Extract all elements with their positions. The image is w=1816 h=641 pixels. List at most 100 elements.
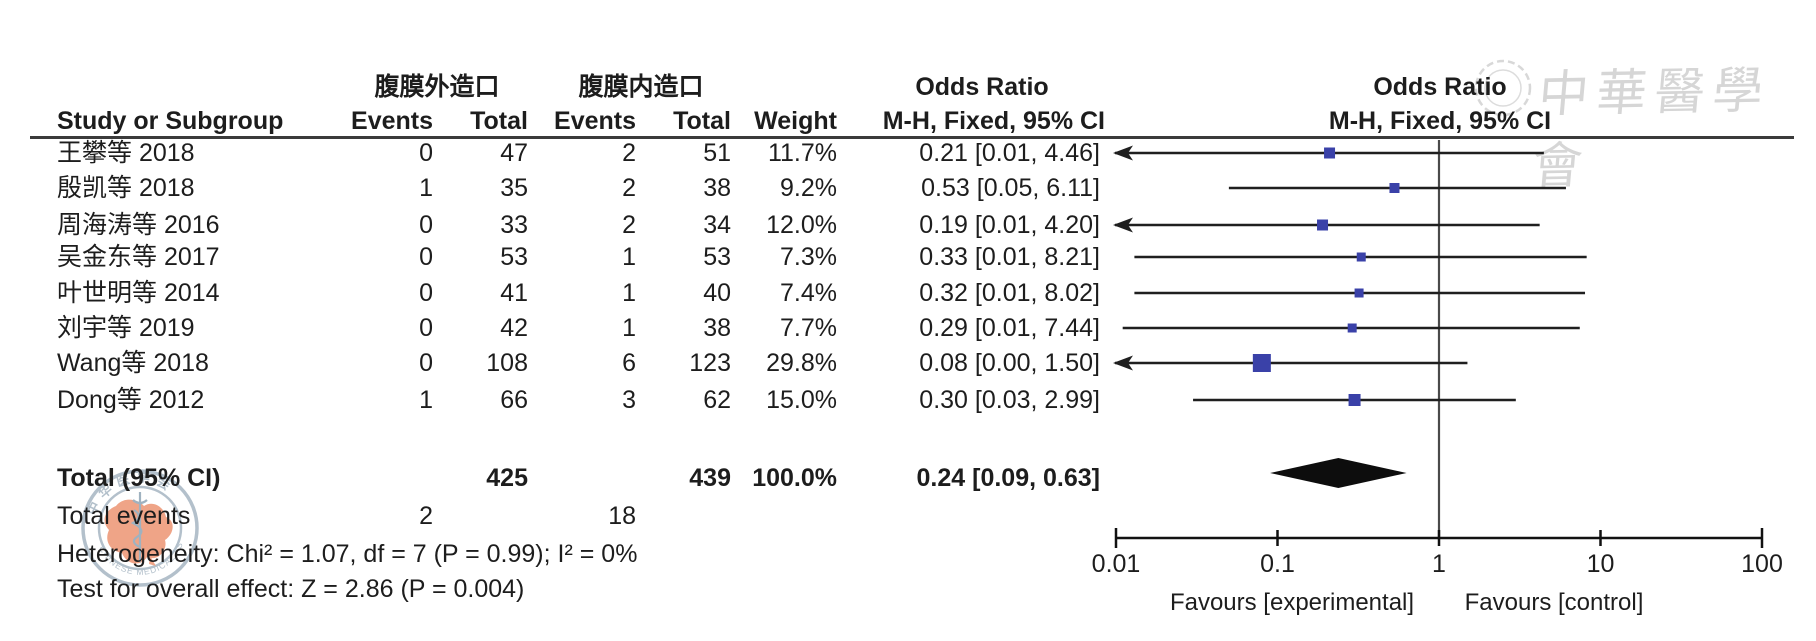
total-events-label: Total events (57, 502, 191, 530)
study-label: 吴金东等 2017 (57, 243, 220, 271)
or-ci-cell: 0.29 [0.01, 7.44] (919, 314, 1100, 342)
or-column-title: Odds Ratio (915, 73, 1049, 101)
total-ctrl-cell: 40 (703, 279, 731, 307)
events-exp-cell: 0 (419, 211, 433, 239)
total-ctrl-cell: 62 (703, 386, 731, 414)
study-label: 刘宇等 2019 (57, 314, 195, 342)
study-label: 周海涛等 2016 (57, 211, 220, 239)
weight-cell: 7.3% (780, 243, 837, 271)
weight-cell: 15.0% (766, 386, 837, 414)
weight-cell: 11.7% (767, 139, 837, 167)
or-ci-cell: 0.32 [0.01, 8.02] (919, 279, 1100, 307)
or-plot-title: Odds Ratio (1373, 73, 1507, 101)
total-weight-value: 100.0% (752, 464, 837, 492)
events-exp-cell: 0 (419, 314, 433, 342)
total-ctrl-cell: 38 (703, 314, 731, 342)
or-point-square (1317, 219, 1329, 231)
x-tick-label: 10 (1586, 550, 1615, 578)
events-exp-cell: 0 (419, 139, 433, 167)
total-diamond (1270, 458, 1407, 488)
total-exp-cell: 42 (500, 314, 528, 342)
heterogeneity-text: Heterogeneity: Chi² = 1.07, df = 7 (P = … (57, 540, 638, 568)
group-header-experimental: 腹膜外造口 (374, 73, 500, 101)
events-exp-cell: 0 (419, 349, 433, 377)
study-label: 王攀等 2018 (57, 139, 195, 167)
total-ctrl-cell: 38 (703, 174, 731, 202)
watermark-calligraphy: 中華醫學會 (1529, 61, 1774, 196)
col-header-study: Study or Subgroup (57, 107, 284, 135)
events-ctrl-cell: 2 (622, 211, 636, 239)
total-events-ctrl: 18 (608, 502, 636, 530)
weight-cell: 9.2% (780, 174, 837, 202)
or-ci-cell: 0.30 [0.03, 2.99] (919, 386, 1100, 414)
or-ci-cell: 0.21 [0.01, 4.46] (919, 139, 1100, 167)
events-exp-cell: 1 (419, 174, 433, 202)
weight-cell: 12.0% (766, 211, 837, 239)
total-events-exp: 2 (419, 502, 433, 530)
or-ci-cell: 0.53 [0.05, 6.11] (921, 174, 1100, 202)
events-ctrl-cell: 1 (622, 279, 636, 307)
total-row-label: Total (95% CI) (57, 464, 221, 492)
or-point-square (1324, 147, 1336, 159)
x-tick-label: 0.1 (1260, 550, 1295, 578)
total-ctrl-value: 439 (689, 464, 731, 492)
study-label: 殷凯等 2018 (57, 174, 195, 202)
total-ctrl-cell: 123 (689, 349, 731, 377)
weight-cell: 7.7% (780, 314, 837, 342)
favours-control-label: Favours [control] (1464, 589, 1644, 616)
or-ci-cell: 0.08 [0.00, 1.50] (919, 349, 1100, 377)
group-header-control: 腹膜内造口 (578, 73, 704, 101)
events-ctrl-cell: 1 (622, 243, 636, 271)
or-point-square (1356, 252, 1366, 262)
favours-experimental-label: Favours [experimental] (1169, 589, 1415, 616)
study-label: Dong等 2012 (57, 386, 205, 414)
or-point-square (1389, 183, 1400, 193)
events-exp-cell: 0 (419, 243, 433, 271)
col-header-total-ctrl: Total (673, 107, 731, 135)
total-exp-cell: 47 (500, 139, 528, 167)
col-header-total-exp: Total (470, 107, 528, 135)
or-point-square (1354, 288, 1364, 298)
events-ctrl-cell: 2 (622, 174, 636, 202)
total-exp-cell: 33 (500, 211, 528, 239)
weight-cell: 29.8% (766, 349, 837, 377)
study-label: Wang等 2018 (57, 349, 209, 377)
total-exp-cell: 66 (500, 386, 528, 414)
col-header-events-ctrl: Events (554, 107, 636, 135)
events-exp-cell: 1 (419, 386, 433, 414)
or-ci-cell: 0.19 [0.01, 4.20] (919, 211, 1100, 239)
ci-arrow-left (1113, 355, 1133, 371)
col-header-weight: Weight (754, 107, 837, 135)
total-exp-cell: 108 (486, 349, 528, 377)
events-ctrl-cell: 1 (622, 314, 636, 342)
events-ctrl-cell: 2 (622, 139, 636, 167)
events-ctrl-cell: 3 (622, 386, 636, 414)
total-exp-value: 425 (486, 464, 528, 492)
col-header-or-ci: M-H, Fixed, 95% CI (882, 107, 1105, 135)
total-exp-cell: 35 (500, 174, 528, 202)
events-exp-cell: 0 (419, 279, 433, 307)
overall-effect-text: Test for overall effect: Z = 2.86 (P = 0… (57, 575, 525, 603)
or-ci-cell: 0.33 [0.01, 8.21] (919, 243, 1100, 271)
or-point-square (1347, 323, 1357, 333)
header-divider (30, 136, 1794, 139)
study-label: 叶世明等 2014 (57, 279, 220, 307)
events-ctrl-cell: 6 (622, 349, 636, 377)
total-exp-cell: 41 (500, 279, 528, 307)
plot-header-or-ci: M-H, Fixed, 95% CI (1328, 107, 1552, 135)
x-tick-label: 100 (1741, 550, 1783, 578)
total-ctrl-cell: 34 (703, 211, 731, 239)
ci-arrow-left (1113, 217, 1133, 233)
x-tick-label: 0.01 (1091, 550, 1141, 578)
total-ctrl-cell: 51 (703, 139, 731, 167)
total-or-value: 0.24 [0.09, 0.63] (916, 464, 1100, 492)
total-ctrl-cell: 53 (703, 243, 731, 271)
x-tick-label: 1 (1432, 550, 1446, 578)
or-point-square (1348, 394, 1361, 406)
or-point-square (1252, 354, 1271, 372)
col-header-events-exp: Events (351, 107, 433, 135)
weight-cell: 7.4% (780, 279, 837, 307)
total-exp-cell: 53 (500, 243, 528, 271)
ci-arrow-left (1113, 145, 1133, 161)
